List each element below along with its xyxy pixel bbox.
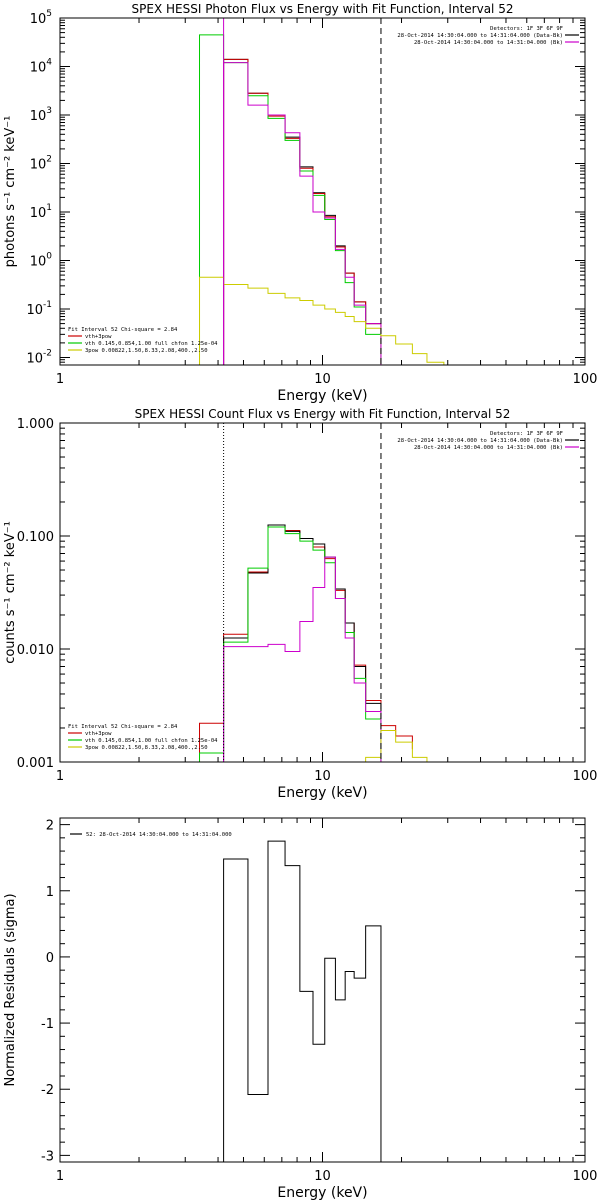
y-tick-label: 1 [46,885,54,900]
legend-entry: Detectors: 1F 3F 6F 9F [490,431,563,437]
x-axis-label: Energy (keV) [277,785,367,801]
x-tick-label: 100 [573,372,598,387]
legend-entry: vth+3pow [85,731,112,737]
legend-entry: Fit Interval 52 Chi-square = 2.84 [68,327,178,333]
x-axis: 1 10 100 Energy (keV) [56,18,598,404]
y-axis-label: Normalized Residuals (sigma) [3,893,18,1086]
series-line-1 [223,58,382,365]
count-flux-plot: SPEX HESSI Count Flux vs Energy with Fit… [3,407,598,801]
series-line-3 [223,556,382,762]
legend-entry: 28-Oct-2014 14:30:04.000 to 14:31:04.000… [414,445,563,451]
y-tick-label: 0.100 [17,530,54,545]
x-tick-label: 10 [314,372,331,387]
y-tick-exponent: 3 [46,106,52,116]
y-tick-label: -2 [41,1083,54,1098]
y-axis-label: counts s⁻¹ cm⁻² keV⁻¹ [3,521,18,664]
y-tick-label: 10-2 [26,348,52,366]
series-line-4 [199,276,445,365]
legend-entry: 52: 28-Oct-2014 14:30:04.000 to 14:31:04… [86,832,232,838]
y-tick-base: 10 [26,351,43,366]
y-tick-label: 1.000 [17,417,54,432]
x-tick-label: 10 [314,1169,331,1184]
x-tick-label: 10 [314,769,331,784]
y-axis: -3 -2 -1 0 1 2 Normalized Residuals (sigma) [3,819,585,1164]
data-series [223,840,382,1162]
legend-entry: vth+3pow [85,334,112,340]
x-axis: 1 10 100 Energy (keV) [56,818,598,1200]
series-line-1 [223,524,382,762]
y-axis-label: photons s⁻¹ cm⁻² keV⁻¹ [3,116,18,268]
x-tick-label: 1 [56,372,64,387]
data-series [199,34,445,365]
residuals-plot: 1 10 100 Energy (keV) -3 -2 -1 0 1 2 Normalized Re… [3,817,598,1200]
y-tick-exponent: 1 [46,203,52,213]
x-tick-label: 100 [573,1169,598,1184]
y-tick-base: 10 [30,254,47,269]
legend-entry: vth 0.145,0.854,1.00 full chfon 1.25e-04 [85,341,218,347]
y-tick-base: 10 [30,157,47,172]
y-tick-exponent: 5 [46,9,52,19]
y-tick-base: 10 [26,303,43,318]
y-tick-label: -1 [41,1017,54,1032]
plot-frame [59,817,586,1163]
photon-flux-plot: SPEX HESSI Photon Flux vs Energy with Fi… [3,2,597,404]
y-tick-exponent: -2 [43,348,52,358]
legend-entry: 3pow 0.00822,1.50,8.33,2.08,400.,2.50 [85,745,208,751]
legend-entry: 28-Oct-2014 14:30:04.000 to 14:31:04.000… [397,33,563,39]
legend-entry: Detectors: 1F 3F 6F 9F [490,26,563,32]
legend-bottom-left: Fit Interval 52 Chi-square = 2.84vth+3po… [68,724,218,751]
x-tick-label: 100 [573,769,598,784]
y-tick-label: 105 [30,9,52,27]
y-tick-base: 10 [30,206,47,221]
y-tick-label: 102 [30,154,52,172]
x-axis: 1 10 100 Energy (keV) [56,423,598,801]
y-tick-base: 10 [30,12,47,27]
y-tick-exponent: -1 [43,300,52,310]
chart-title: SPEX HESSI Photon Flux vs Energy with Fi… [132,2,514,16]
y-tick-label: 103 [30,106,52,124]
y-tick-exponent: 4 [46,57,52,67]
y-tick-exponent: 0 [46,251,52,261]
y-tick-base: 10 [30,109,47,124]
plot-frame [59,422,586,763]
plot-frame [59,17,586,366]
y-tick-label: 0.010 [17,643,54,658]
x-axis-label: Energy (keV) [277,1185,367,1200]
y-tick-exponent: 2 [46,154,52,164]
y-tick-label: 10-1 [26,300,52,318]
x-tick-label: 1 [56,1169,64,1184]
legend-entry: Fit Interval 52 Chi-square = 2.84 [68,724,178,730]
legend-bottom-left: Fit Interval 52 Chi-square = 2.84vth+3po… [68,327,218,354]
y-tick-label: 0 [46,951,54,966]
chart-title: SPEX HESSI Count Flux vs Energy with Fit… [135,407,511,421]
series-line-0 [223,58,382,365]
y-tick-base: 10 [30,60,47,75]
y-tick-label: 100 [30,251,53,269]
x-tick-label: 1 [56,769,64,784]
legend-entry: 28-Oct-2014 14:30:04.000 to 14:31:04.000… [397,438,563,444]
legend-entry: 28-Oct-2014 14:30:04.000 to 14:31:04.000… [414,40,563,46]
y-tick-label: 101 [30,203,52,221]
legend-top-left: 52: 28-Oct-2014 14:30:04.000 to 14:31:04… [70,832,232,838]
series-line-0 [223,840,382,1162]
legend-entry: 3pow 0.00822,1.50,8.33,2.08,400.,2.50 [85,348,208,354]
legend-entry: vth 0.145,0.854,1.00 full chfon 1.25e-04 [85,738,218,744]
series-line-3 [223,62,382,365]
y-tick-label: 104 [30,57,53,75]
y-tick-label: 0.001 [17,756,54,771]
x-axis-label: Energy (keV) [277,388,367,404]
y-axis: 0.001 0.010 0.100 1.000 counts s⁻¹ cm⁻² keV⁻… [3,417,585,771]
y-tick-label: 2 [46,819,54,834]
y-tick-label: -3 [41,1149,54,1164]
